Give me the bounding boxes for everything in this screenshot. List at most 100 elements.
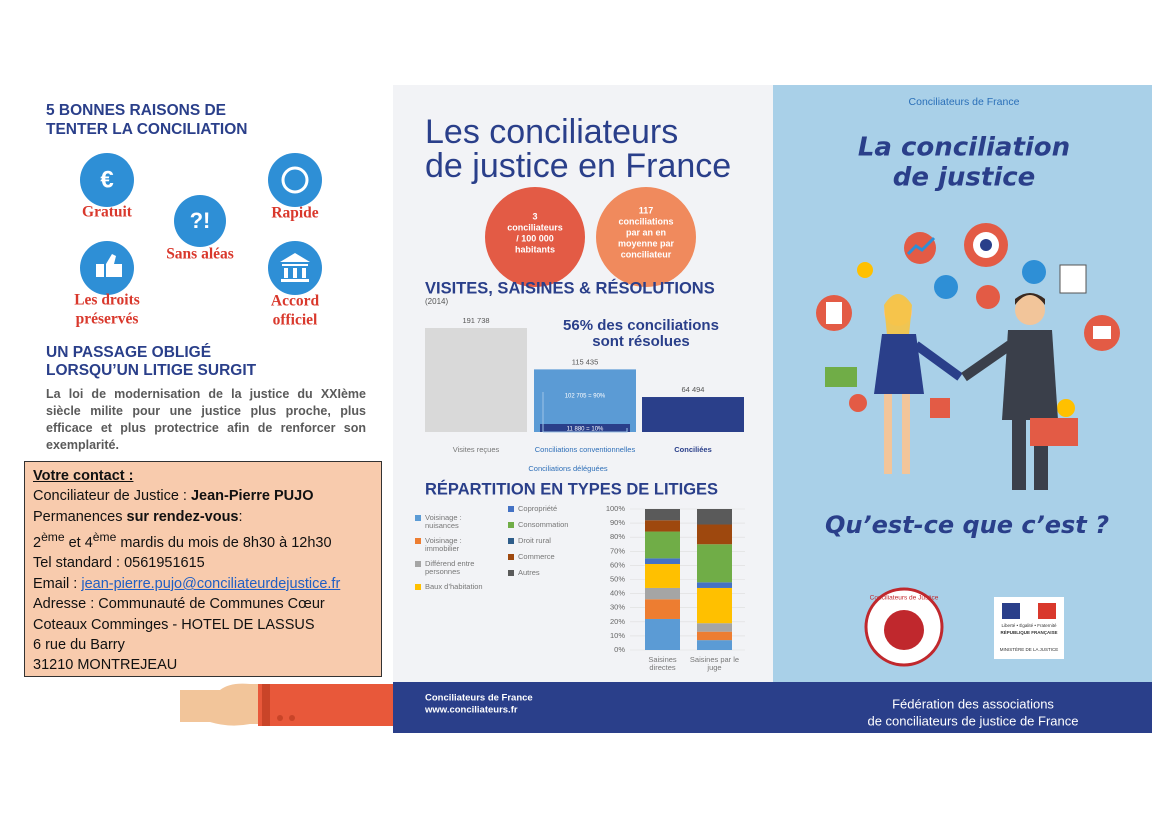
decoration (1020, 603, 1038, 619)
stack-segment (697, 623, 732, 632)
contact-line: Tel standard : 0561951615 (33, 555, 205, 572)
text: Les droits (74, 292, 140, 309)
decoration (980, 239, 992, 251)
value-label: 64 494 (682, 385, 705, 394)
legend-swatch (415, 584, 421, 590)
decoration (106, 254, 122, 277)
text: conciliateurs (507, 222, 563, 232)
category-label: Visites reçues (452, 445, 500, 454)
decoration (1022, 260, 1046, 284)
category-label: Saisines par le juge (689, 655, 740, 672)
text: par an en (626, 227, 666, 237)
legend-swatch (508, 570, 514, 576)
text: Sans aléas (166, 246, 234, 263)
text: ?! (190, 208, 211, 233)
bar (425, 328, 527, 432)
paragraph: La loi de modernisation de la justice du… (46, 387, 366, 452)
y-tick-label: 70% (610, 546, 625, 555)
decoration (961, 340, 1013, 382)
decoration (1038, 603, 1056, 619)
text: Gratuit (82, 204, 133, 221)
group: 3 conciliateurs / 100 000 habitants 117 … (507, 205, 674, 259)
text: TENTER LA CONCILIATION (46, 121, 248, 138)
stack-segment (645, 563, 680, 588)
text: Les conciliateurs (425, 113, 678, 151)
decoration (485, 187, 585, 287)
email-link[interactable]: jean-pierre.pujo@conciliateurdejustice.f… (81, 575, 341, 592)
text: : (238, 508, 243, 525)
text: / 100 000 (516, 233, 554, 243)
y-tick-label: 50% (610, 574, 625, 583)
bracket (542, 392, 628, 433)
decoration (393, 682, 1152, 733)
text: Rapide (271, 205, 318, 222)
legend-label: Copropriété (518, 504, 558, 513)
decoration (174, 195, 226, 247)
y-tick-label: 0% (614, 645, 625, 654)
value-label: 191 738 (462, 316, 489, 325)
decoration (1030, 418, 1078, 446)
text: sur rendez-vous (126, 508, 239, 525)
text: € (100, 166, 113, 193)
y-tick-label: 10% (610, 631, 625, 640)
y-tick-label: 100% (606, 504, 626, 513)
text: Jean-Pierre PUJO (190, 488, 314, 505)
text: ème (41, 530, 65, 545)
text: RÉPARTITION EN TYPES DE LITIGES (425, 479, 718, 498)
contact-line: 6 rue du Barry (33, 637, 125, 654)
decoration (849, 394, 867, 412)
text: VISITES, SAISINES & RÉSOLUTIONS (425, 278, 715, 297)
text: 117 (639, 205, 654, 215)
decoration (80, 153, 134, 207)
decoration (825, 367, 857, 387)
legend-label: Baux d’habitation (425, 582, 483, 591)
decoration (902, 394, 910, 474)
stack-segment (697, 509, 732, 525)
contact-line: 31210 MONTREJEAU (33, 657, 178, 674)
stack-segment (697, 631, 732, 641)
legend-label: Consommation (518, 520, 569, 529)
contact-line: Email : jean-pierre.pujo@conciliateurdej… (33, 574, 373, 594)
stack-segment (697, 587, 732, 624)
stack-segment (645, 618, 680, 650)
text: préservés (76, 311, 139, 328)
text: UN PASSAGE OBLIGÉ (46, 344, 211, 361)
text: habitants (515, 244, 555, 254)
contact-line: Conciliateur de Justice : Jean-Pierre PU… (33, 486, 373, 506)
group: Liberté • Égalité • Fraternité RÉPUBLIQU… (1000, 622, 1059, 652)
stack-segment (697, 582, 732, 588)
text: de justice en France (425, 147, 731, 185)
y-tick-label: 30% (610, 603, 625, 612)
decoration (596, 187, 696, 287)
stack-segment (697, 640, 732, 650)
legend-swatch (508, 522, 514, 528)
inner-label: 11 880 = 10% (567, 427, 604, 433)
y-tick-label: 20% (610, 617, 625, 626)
decoration (1002, 603, 1020, 619)
stack-segment (645, 599, 680, 619)
text: www.conciliateurs.fr (424, 705, 518, 716)
annotation: Conciliations déléguées (528, 464, 607, 473)
text: (2014) (425, 297, 448, 306)
decoration (280, 253, 310, 282)
decoration (281, 166, 309, 194)
decoration (268, 153, 322, 207)
text: et 4 (64, 535, 93, 552)
text: mardis du mois de 8h30 à 12h30 (116, 535, 332, 552)
group: La conciliation de justice Qu’est-ce que… (825, 133, 1109, 540)
text: officiel (273, 312, 318, 329)
text: Qu’est-ce que c’est ? (825, 511, 1109, 539)
text: Conciliateurs de Justice (870, 595, 939, 602)
text: Liberté • Égalité • Fraternité (1002, 622, 1057, 628)
decoration (906, 236, 936, 256)
text: 3 (532, 211, 537, 221)
legend-label: Voisinage : nuisances (425, 513, 462, 530)
decoration (180, 683, 260, 726)
stack-segment (645, 531, 680, 559)
text: Accord (271, 293, 320, 310)
category-label: Conciliations conventionnelles (534, 445, 636, 454)
contact-line: Coteaux Comminges - HOTEL DE LASSUS (33, 616, 315, 633)
legend-label: Autres (518, 568, 540, 577)
decoration (1093, 326, 1111, 339)
